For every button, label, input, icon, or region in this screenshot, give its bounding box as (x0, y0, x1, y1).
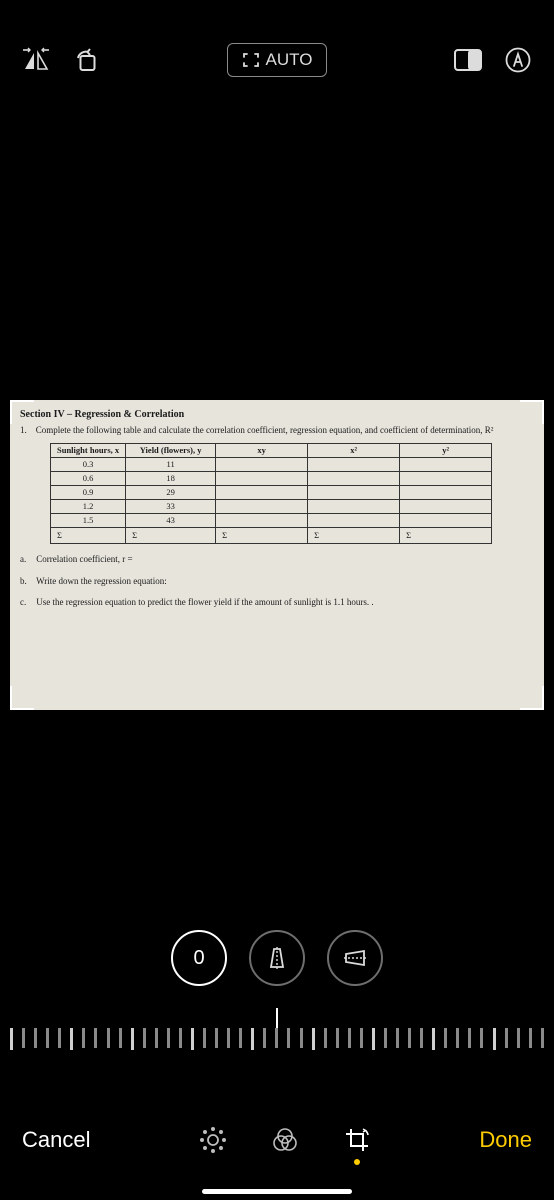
table-header: xy (216, 443, 308, 457)
dial-tick (46, 1028, 49, 1048)
dial-tick (58, 1028, 61, 1048)
question-1-text: 1. Complete the following table and calc… (20, 425, 534, 437)
crop-handle-top-left[interactable] (10, 400, 34, 424)
rotation-mode-row: 0 (0, 930, 554, 986)
dial-tick (372, 1028, 375, 1050)
dial-tick (420, 1028, 423, 1048)
filters-icon (271, 1126, 299, 1154)
dial-tick (480, 1028, 483, 1048)
dial-tick (275, 1028, 278, 1048)
dial-tick (300, 1028, 303, 1048)
rotation-dial[interactable] (10, 1028, 544, 1068)
dial-tick (119, 1028, 122, 1048)
crop-canvas[interactable]: Section IV – Regression & Correlation 1.… (10, 400, 544, 710)
sub-questions: a. Correlation coefficient, r = b. Write … (20, 554, 534, 609)
dial-tick (336, 1028, 339, 1048)
dial-tick (215, 1028, 218, 1048)
dial-tick (312, 1028, 315, 1050)
crop-handle-bottom-right[interactable] (520, 686, 544, 710)
dial-tick (468, 1028, 471, 1048)
flip-horizontal-button[interactable] (20, 44, 52, 76)
dial-tick (82, 1028, 85, 1048)
table-header: Yield (flowers), y (126, 443, 216, 457)
dial-tick (155, 1028, 158, 1048)
sub-question: c. Use the regression equation to predic… (20, 597, 534, 609)
crop-tab-button[interactable] (342, 1125, 372, 1155)
dial-tick (456, 1028, 459, 1048)
dial-tick (107, 1028, 110, 1048)
top-toolbar: AUTO (0, 0, 554, 90)
adjust-tab-button[interactable] (198, 1125, 228, 1155)
table-row: 0.311 (51, 457, 492, 471)
done-button[interactable]: Done (479, 1127, 532, 1153)
regression-table: Sunlight hours, xYield (flowers), yxyx²y… (50, 443, 492, 544)
dial-tick (10, 1028, 13, 1050)
dial-tick (22, 1028, 25, 1048)
dial-tick (131, 1028, 134, 1050)
dial-tick (287, 1028, 290, 1048)
dial-tick (191, 1028, 194, 1050)
dial-tick (348, 1028, 351, 1048)
crop-icon (343, 1126, 371, 1154)
straighten-mode-button[interactable]: 0 (171, 930, 227, 986)
active-tab-indicator (354, 1159, 360, 1165)
dial-tick (143, 1028, 146, 1048)
dial-tick (179, 1028, 182, 1048)
table-header: Sunlight hours, x (51, 443, 126, 457)
dial-tick (70, 1028, 73, 1050)
dial-tick (493, 1028, 496, 1050)
horizontal-perspective-icon (342, 945, 368, 971)
section-title: Section IV – Regression & Correlation (20, 408, 534, 421)
dial-tick (541, 1028, 544, 1048)
horizontal-perspective-button[interactable] (327, 930, 383, 986)
table-row: 0.929 (51, 485, 492, 499)
vertical-perspective-button[interactable] (249, 930, 305, 986)
dial-tick (251, 1028, 254, 1050)
table-row: 1.233 (51, 499, 492, 513)
table-row: 0.618 (51, 471, 492, 485)
dial-tick (94, 1028, 97, 1048)
table-sigma-row: ΣΣΣΣΣ (51, 527, 492, 543)
crop-expand-icon (242, 51, 260, 69)
auto-label: AUTO (266, 50, 313, 70)
rotation-degree-value: 0 (193, 947, 204, 970)
dial-tick (263, 1028, 266, 1048)
dial-tick (384, 1028, 387, 1048)
cancel-button[interactable]: Cancel (22, 1127, 90, 1153)
dial-tick (360, 1028, 363, 1048)
dial-tick (432, 1028, 435, 1050)
sub-question: a. Correlation coefficient, r = (20, 554, 534, 566)
dial-tick (34, 1028, 37, 1048)
crop-handle-bottom-left[interactable] (10, 686, 34, 710)
dial-tick (239, 1028, 242, 1048)
dial-tick (203, 1028, 206, 1048)
dial-tick (408, 1028, 411, 1048)
sub-question: b. Write down the regression equation: (20, 576, 534, 588)
table-header: x² (308, 443, 400, 457)
home-indicator[interactable] (202, 1189, 352, 1194)
rotate-button[interactable] (70, 44, 102, 76)
worksheet-document: Section IV – Regression & Correlation 1.… (20, 408, 534, 700)
dial-tick (324, 1028, 327, 1048)
bottom-toolbar: Cancel (0, 1110, 554, 1170)
dial-tick (517, 1028, 520, 1048)
markup-button[interactable] (502, 44, 534, 76)
crop-handle-top-right[interactable] (520, 400, 544, 424)
dial-tick (227, 1028, 230, 1048)
vertical-perspective-icon (264, 945, 290, 971)
auto-enhance-button[interactable]: AUTO (227, 43, 328, 77)
dial-tick (396, 1028, 399, 1048)
dial-tick (505, 1028, 508, 1048)
adjust-icon (199, 1126, 227, 1154)
filters-tab-button[interactable] (270, 1125, 300, 1155)
dial-tick (444, 1028, 447, 1048)
aspect-ratio-button[interactable] (452, 44, 484, 76)
table-header: y² (400, 443, 492, 457)
dial-tick (167, 1028, 170, 1048)
table-row: 1.543 (51, 513, 492, 527)
dial-tick (529, 1028, 532, 1048)
